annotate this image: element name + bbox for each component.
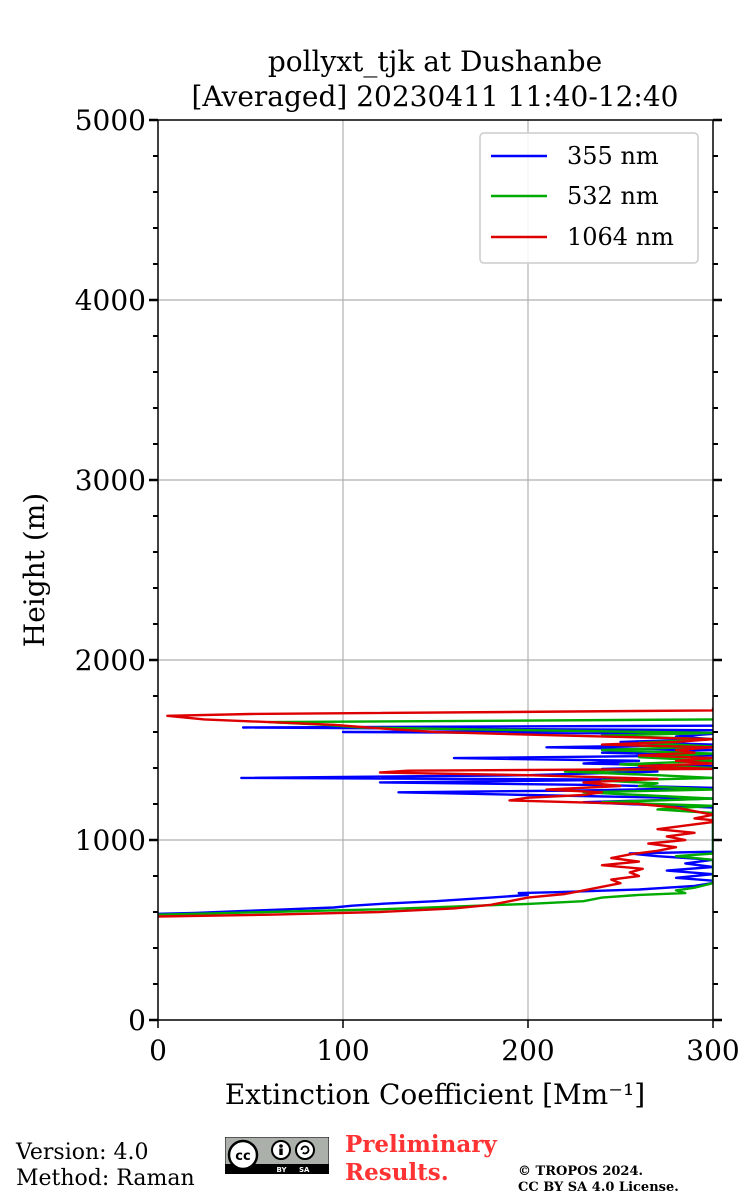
legend-box xyxy=(479,132,699,264)
preliminary-label: Preliminary xyxy=(345,1131,497,1158)
x-tick-label-300: 300 xyxy=(686,1034,739,1067)
svg-text:cc: cc xyxy=(235,1149,250,1164)
cc-badge-text: BY SA xyxy=(277,1166,311,1174)
y-tick-label-4000: 4000 xyxy=(75,284,146,317)
y-tick-label-2000: 2000 xyxy=(75,644,146,677)
legend: 355 nm 532 nm 1064 nm xyxy=(479,132,699,264)
y-tick-label-0: 0 xyxy=(128,1004,146,1037)
grid-layer xyxy=(158,120,713,1020)
copyright-text: © TROPOS 2024. xyxy=(518,1164,644,1179)
results-label: Results. xyxy=(345,1159,449,1186)
legend-label-532: 532 nm xyxy=(567,182,659,210)
series-line-532-nm xyxy=(158,718,713,916)
series-line-1064-nm xyxy=(158,707,713,918)
license-text: CC BY SA 4.0 License. xyxy=(518,1180,679,1195)
method-text: Method: Raman xyxy=(16,1166,195,1191)
cc-by-sa-badge: cc BY SA xyxy=(225,1137,329,1174)
y-tick-label-5000: 5000 xyxy=(75,104,146,137)
x-axis-label: Extinction Coefficient [Mm⁻¹] xyxy=(225,1078,645,1111)
x-tick-label-0: 0 xyxy=(149,1034,167,1067)
legend-label-355: 355 nm xyxy=(567,142,659,170)
legend-label-1064: 1064 nm xyxy=(567,223,674,251)
plot-frame xyxy=(157,119,714,1021)
chart-title-line2: [Averaged] 20230411 11:40-12:40 xyxy=(192,80,679,113)
y-axis-label: Height (m) xyxy=(18,493,51,647)
y-tick-label-1000: 1000 xyxy=(75,824,146,857)
sa-icon xyxy=(295,1140,315,1160)
y-tick-label-3000: 3000 xyxy=(75,464,146,497)
version-text: Version: 4.0 xyxy=(16,1140,149,1165)
x-tick-label-100: 100 xyxy=(316,1034,369,1067)
chart-title-line1: pollyxt_tjk at Dushanbe xyxy=(268,45,602,78)
x-tick-label-200: 200 xyxy=(501,1034,554,1067)
cc-icon xyxy=(227,1139,259,1171)
series-layer xyxy=(158,707,713,918)
series-line-355-nm xyxy=(158,724,713,915)
